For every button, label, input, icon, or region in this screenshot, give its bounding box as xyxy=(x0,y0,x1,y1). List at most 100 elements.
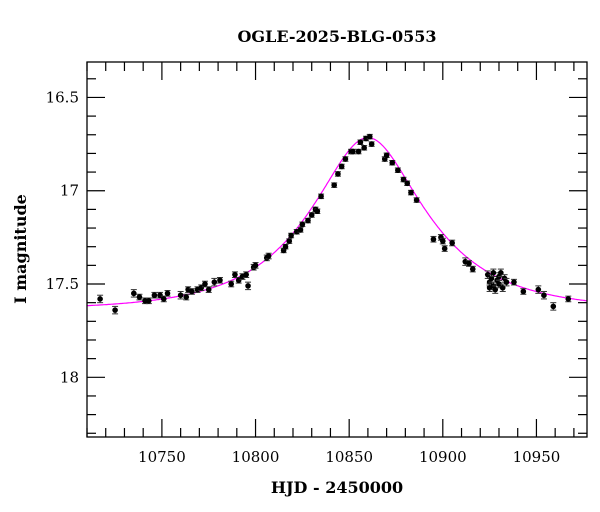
data-point xyxy=(205,286,212,293)
point-marker xyxy=(131,290,137,297)
data-point xyxy=(383,152,390,159)
point-marker xyxy=(331,182,337,188)
point-marker xyxy=(342,156,349,162)
data-point xyxy=(308,212,315,218)
y-tick-label: 17 xyxy=(60,182,79,200)
point-marker xyxy=(297,227,304,233)
point-marker xyxy=(308,212,315,218)
data-point xyxy=(503,277,510,287)
data-point xyxy=(177,290,184,300)
point-marker xyxy=(211,279,218,285)
data-point xyxy=(349,148,356,155)
point-marker xyxy=(228,281,234,287)
point-marker xyxy=(202,281,208,287)
data-point xyxy=(299,221,306,228)
data-point xyxy=(355,148,362,155)
plot-area xyxy=(87,133,587,315)
data-point xyxy=(245,281,252,291)
point-marker xyxy=(183,294,190,300)
point-marker xyxy=(265,253,272,259)
point-marker xyxy=(484,271,491,278)
point-marker xyxy=(449,240,455,246)
point-marker xyxy=(355,148,362,155)
point-marker xyxy=(395,167,401,174)
point-marker xyxy=(565,296,572,302)
data-point xyxy=(198,284,205,292)
data-point xyxy=(407,189,414,196)
data-point xyxy=(243,271,250,278)
data-point xyxy=(231,271,238,278)
x-tick-label: 10750 xyxy=(138,448,186,466)
point-marker xyxy=(252,262,259,269)
data-point xyxy=(368,141,375,147)
point-marker xyxy=(243,271,249,278)
point-marker xyxy=(430,236,437,243)
data-point xyxy=(314,208,321,215)
y-tick-label: 17.5 xyxy=(46,275,79,293)
point-marker xyxy=(383,152,390,159)
data-point xyxy=(565,295,572,303)
data-point xyxy=(484,270,491,279)
point-marker xyxy=(503,279,510,285)
point-marker xyxy=(338,163,345,170)
data-point xyxy=(550,302,557,311)
point-marker xyxy=(335,171,341,177)
point-marker xyxy=(511,279,517,285)
data-point xyxy=(112,305,119,315)
data-point xyxy=(252,262,259,269)
x-tick-label: 10950 xyxy=(513,448,561,466)
axis-ticks xyxy=(86,62,587,437)
point-marker xyxy=(217,277,223,284)
point-marker xyxy=(232,271,238,278)
data-point xyxy=(145,297,152,305)
point-marker xyxy=(361,145,367,151)
point-marker xyxy=(305,217,311,224)
data-point xyxy=(389,159,396,166)
point-marker xyxy=(245,283,251,289)
point-marker xyxy=(160,296,167,302)
data-point xyxy=(413,197,420,203)
data-point xyxy=(211,277,218,287)
point-marker xyxy=(112,307,118,313)
data-point xyxy=(282,243,289,250)
data-point xyxy=(441,245,448,252)
data-point xyxy=(304,217,311,224)
point-marker xyxy=(440,238,446,244)
point-marker xyxy=(286,238,293,244)
point-marker xyxy=(466,260,472,267)
data-point xyxy=(286,238,293,244)
point-marker xyxy=(441,245,448,252)
data-point xyxy=(338,163,345,170)
y-axis-label: I magnitude xyxy=(11,194,30,304)
point-marker xyxy=(389,159,396,166)
point-marker xyxy=(368,141,375,147)
data-point xyxy=(318,193,325,200)
point-marker xyxy=(314,208,321,215)
data-point xyxy=(130,289,137,298)
data-point xyxy=(228,280,235,288)
point-marker xyxy=(318,193,324,200)
point-marker xyxy=(541,292,547,299)
point-marker xyxy=(520,288,527,295)
data-point xyxy=(430,235,437,243)
x-tick-label: 10850 xyxy=(325,448,373,466)
data-point xyxy=(404,180,411,187)
point-marker xyxy=(496,281,502,287)
point-marker xyxy=(350,148,356,155)
data-point xyxy=(520,288,527,295)
data-point xyxy=(188,288,195,295)
data-point xyxy=(466,260,473,267)
point-marker xyxy=(469,266,476,272)
data-point xyxy=(439,237,446,245)
data-point xyxy=(164,290,171,297)
point-marker xyxy=(151,292,158,299)
point-marker xyxy=(413,197,420,203)
data-point xyxy=(449,239,456,247)
x-tick-labels: 10750 10800 10850 10900 10950 xyxy=(138,448,560,466)
point-marker xyxy=(550,303,557,310)
data-point xyxy=(216,276,223,284)
point-marker xyxy=(535,286,542,293)
x-tick-label: 10900 xyxy=(419,448,467,466)
data-point xyxy=(540,290,547,300)
point-marker xyxy=(145,298,152,304)
